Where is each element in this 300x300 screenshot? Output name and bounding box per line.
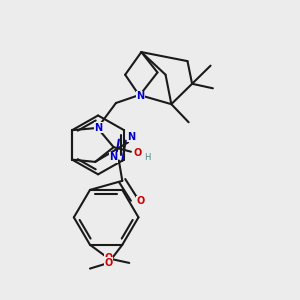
Text: O: O [134, 148, 142, 158]
Text: O: O [104, 258, 112, 268]
Text: N: N [128, 132, 136, 142]
Text: O: O [136, 196, 145, 206]
Text: N: N [94, 123, 103, 133]
Text: N: N [109, 152, 117, 162]
Text: H: H [144, 153, 150, 162]
Text: O: O [104, 254, 112, 263]
Text: N: N [136, 91, 144, 101]
